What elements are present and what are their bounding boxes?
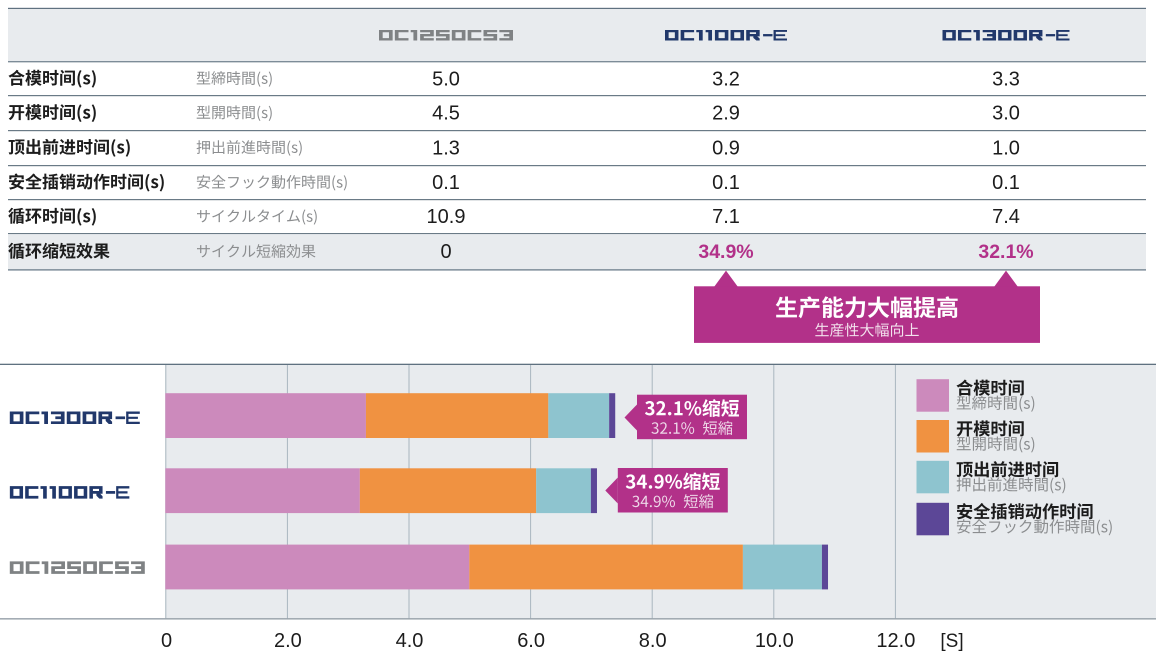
- svg-text:0.9: 0.9: [712, 137, 740, 159]
- svg-text:4.0: 4.0: [396, 630, 424, 652]
- svg-text:34.9%: 34.9%: [698, 241, 753, 263]
- svg-text:12.0: 12.0: [876, 630, 915, 652]
- svg-text:0.1: 0.1: [992, 172, 1020, 194]
- svg-text:5.0: 5.0: [432, 68, 460, 90]
- svg-text:0.1: 0.1: [712, 172, 740, 194]
- svg-text:10.9: 10.9: [427, 206, 466, 228]
- svg-text:3.2: 3.2: [712, 68, 740, 90]
- svg-text:0: 0: [440, 241, 451, 263]
- svg-text:[S]: [S]: [940, 631, 963, 652]
- svg-text:7.4: 7.4: [992, 206, 1020, 228]
- svg-text:2.9: 2.9: [712, 103, 740, 125]
- svg-text:0: 0: [161, 630, 172, 652]
- svg-text:1.0: 1.0: [992, 137, 1020, 159]
- svg-text:2.0: 2.0: [274, 630, 302, 652]
- svg-text:1.3: 1.3: [432, 137, 460, 159]
- svg-text:3.3: 3.3: [992, 68, 1020, 90]
- svg-text:3.0: 3.0: [992, 103, 1020, 125]
- svg-text:6.0: 6.0: [517, 630, 545, 652]
- svg-text:4.5: 4.5: [432, 103, 460, 125]
- svg-text:32.1%: 32.1%: [978, 241, 1033, 263]
- svg-text:0.1: 0.1: [432, 172, 460, 194]
- svg-text:7.1: 7.1: [712, 206, 740, 228]
- svg-text:10.0: 10.0: [755, 630, 794, 652]
- svg-text:8.0: 8.0: [639, 630, 667, 652]
